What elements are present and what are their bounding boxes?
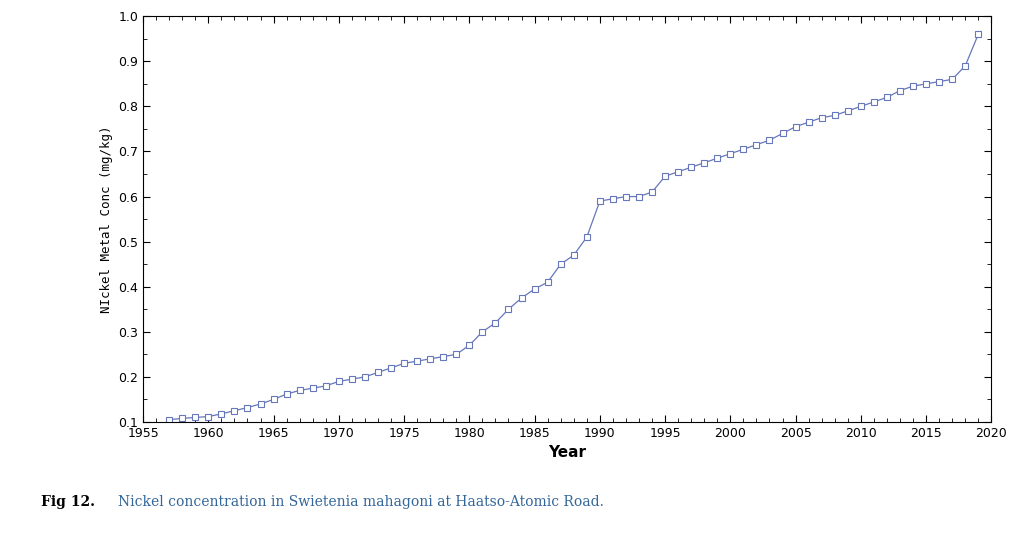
Text: Fig 12.: Fig 12. xyxy=(41,494,95,509)
X-axis label: Year: Year xyxy=(548,445,587,460)
Y-axis label: NIckel Metal Conc (mg/kg): NIckel Metal Conc (mg/kg) xyxy=(100,126,112,313)
Text: Nickel concentration in Swietenia mahagoni at Haatso-Atomic Road.: Nickel concentration in Swietenia mahago… xyxy=(118,494,603,509)
